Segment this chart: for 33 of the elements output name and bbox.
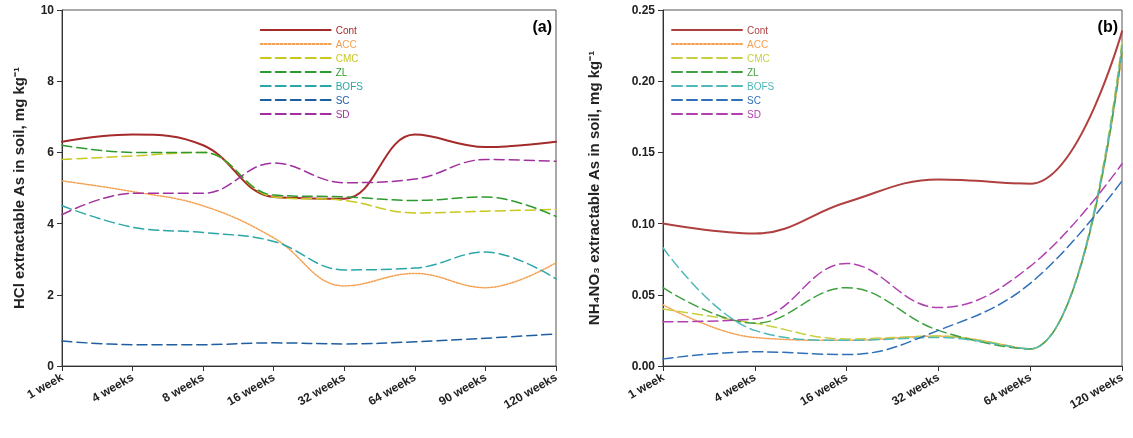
line-series [61,133,557,200]
text: CMC [335,52,359,64]
text: ZL [335,66,348,78]
y-tick-label: 0.20 [631,74,656,89]
annotation: (a) [532,17,553,35]
line-series [61,180,557,289]
text: CMC [747,52,770,64]
y-tick-label: 0.15 [631,145,656,160]
y-axis-title: NH₄NO₃ extractable As in soil, mg kg⁻¹ [585,50,602,326]
y-tick-label: 0.25 [631,3,656,17]
text: SC [335,94,350,106]
line-series [662,180,1123,360]
text: SD [335,108,350,120]
text: Cont [747,24,769,36]
text: ACC [747,38,769,50]
y-tick-label: 4 [47,216,55,231]
text: SD [747,108,761,120]
y-tick-label: 8 [47,74,55,89]
text: BOFS [747,80,775,92]
y-tick-label: 6 [47,145,55,160]
text: Cont [335,24,358,36]
text: ZL [747,66,760,78]
line-series [61,205,557,280]
y-tick-label: 0.10 [631,216,656,231]
text: BOFS [335,80,364,92]
y-tick-label: 0.05 [631,287,656,302]
y-tick-label: 10 [40,3,55,17]
text: SC [747,94,761,106]
y-axis-title: HCl extractable As in soil, mg kg⁻¹ [10,66,27,310]
text: ACC [335,38,357,50]
annotation: (b) [1097,17,1119,35]
y-tick-label: 2 [47,287,55,302]
line-series [662,163,1123,323]
